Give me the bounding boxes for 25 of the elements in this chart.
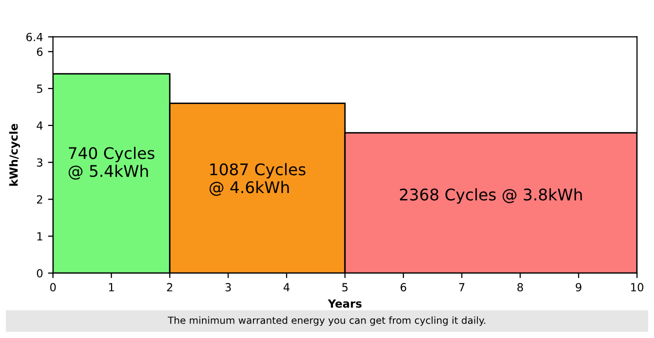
data-label: 2368 Cycles @ 3.8kWh — [400, 188, 582, 204]
data-label: 740 Cycles @ 5.4kWh — [68, 146, 154, 180]
x-tick-label: 7 — [459, 283, 464, 292]
y-tick-label: 6.4 — [26, 32, 43, 42]
x-tick-label: 4 — [284, 283, 290, 292]
y-axis-title: kWh/cycle — [9, 124, 20, 186]
x-tick-label: 1 — [109, 283, 114, 292]
x-tick-label: 10 — [631, 283, 644, 292]
x-tick-label: 8 — [517, 283, 523, 292]
y-tick-label: 2 — [36, 195, 42, 204]
x-axis-title: Years — [328, 299, 362, 308]
y-tick-label: 5 — [37, 84, 42, 93]
x-tick-label: 5 — [342, 283, 348, 292]
y-tick-label: 6 — [36, 48, 43, 56]
data-label: 1087 Cycles @ 4.6kWh — [210, 163, 306, 196]
y-tick-label: 4 — [36, 122, 43, 130]
x-tick-label: 3 — [225, 283, 231, 292]
x-tick-label: 2 — [167, 283, 172, 292]
y-tick-label: 0 — [36, 269, 43, 278]
text: The minimum warranted energy you can get from cycling it daily. — [168, 316, 486, 326]
x-tick-label: 9 — [576, 283, 582, 292]
x-tick-label: 0 — [50, 283, 56, 292]
x-tick-label: 6 — [400, 283, 406, 292]
y-tick-label: 1 — [37, 232, 42, 240]
y-tick-label: 3 — [37, 158, 42, 167]
